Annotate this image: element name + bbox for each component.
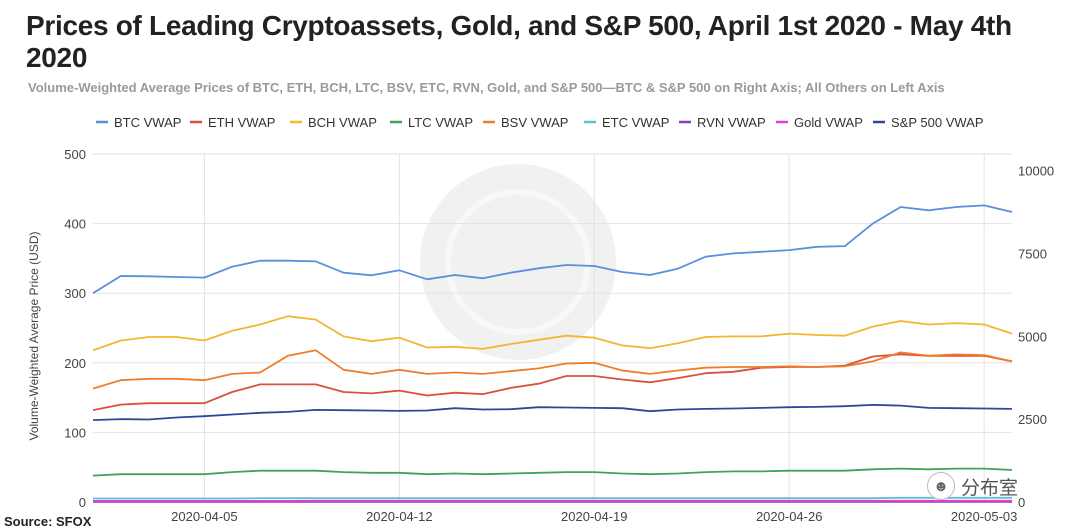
legend-label: BCH VWAP	[308, 115, 377, 130]
x-tick-label: 2020-04-05	[171, 509, 238, 524]
series-line-etc-vwap	[93, 496, 1012, 500]
x-tick-label: 2020-05-03	[951, 509, 1018, 524]
legend-label: LTC VWAP	[408, 115, 473, 130]
y-left-tick-label: 400	[64, 217, 86, 232]
wechat-icon: ☻	[927, 472, 955, 500]
legend-label: S&P 500 VWAP	[891, 115, 984, 130]
legend-label: ETC VWAP	[602, 115, 669, 130]
x-tick-label: 2020-04-19	[561, 509, 628, 524]
series-lines	[92, 204, 1013, 503]
y-left-tick-label: 300	[64, 286, 86, 301]
y-left-tick-label: 100	[64, 425, 86, 440]
watermark-ring	[445, 189, 591, 335]
chart-title: Prices of Leading Cryptoassets, Gold, an…	[26, 10, 1012, 73]
background-watermark-logo	[420, 164, 616, 360]
legend-label: BSV VWAP	[501, 115, 568, 130]
series-line-ltc-vwap	[92, 467, 1013, 477]
watermark-text: 分布室	[961, 477, 1019, 499]
axis-labels: 01002003004005000250050007500100002020-0…	[64, 147, 1054, 524]
source-note: Source: SFOX	[4, 514, 92, 529]
watermark: ☻ 分布室	[927, 472, 1047, 500]
series-line-btc-vwap	[92, 204, 1013, 294]
x-tick-label: 2020-04-12	[366, 509, 433, 524]
series-line-s-p-500-vwap	[92, 403, 1013, 421]
y-left-tick-label: 200	[64, 356, 86, 371]
legend-label: Gold VWAP	[794, 115, 863, 130]
y-right-tick-label: 2500	[1018, 412, 1047, 427]
x-tick-label: 2020-04-26	[756, 509, 823, 524]
series-line-bch-vwap	[92, 315, 1013, 352]
series-line-bsv-vwap	[92, 349, 1013, 390]
y-left-tick-label: 500	[64, 147, 86, 162]
series-line-eth-vwap	[92, 353, 1013, 411]
y-right-tick-label: 7500	[1018, 246, 1047, 261]
y-axis-label: Volume-Weighted Average Price (USD)	[27, 232, 41, 441]
legend-label: ETH VWAP	[208, 115, 275, 130]
legend-label: BTC VWAP	[114, 115, 181, 130]
y-left-tick-label: 0	[79, 495, 86, 510]
y-right-tick-label: 0	[1018, 495, 1025, 510]
y-right-tick-label: 10000	[1018, 164, 1054, 179]
chart-subtitle: Volume-Weighted Average Prices of BTC, E…	[28, 80, 945, 95]
y-right-tick-label: 5000	[1018, 329, 1047, 344]
legend-label: RVN VWAP	[697, 115, 766, 130]
legend: BTC VWAP ETH VWAP BCH VWAP LTC VWAP BSV VWAP…	[96, 115, 984, 130]
